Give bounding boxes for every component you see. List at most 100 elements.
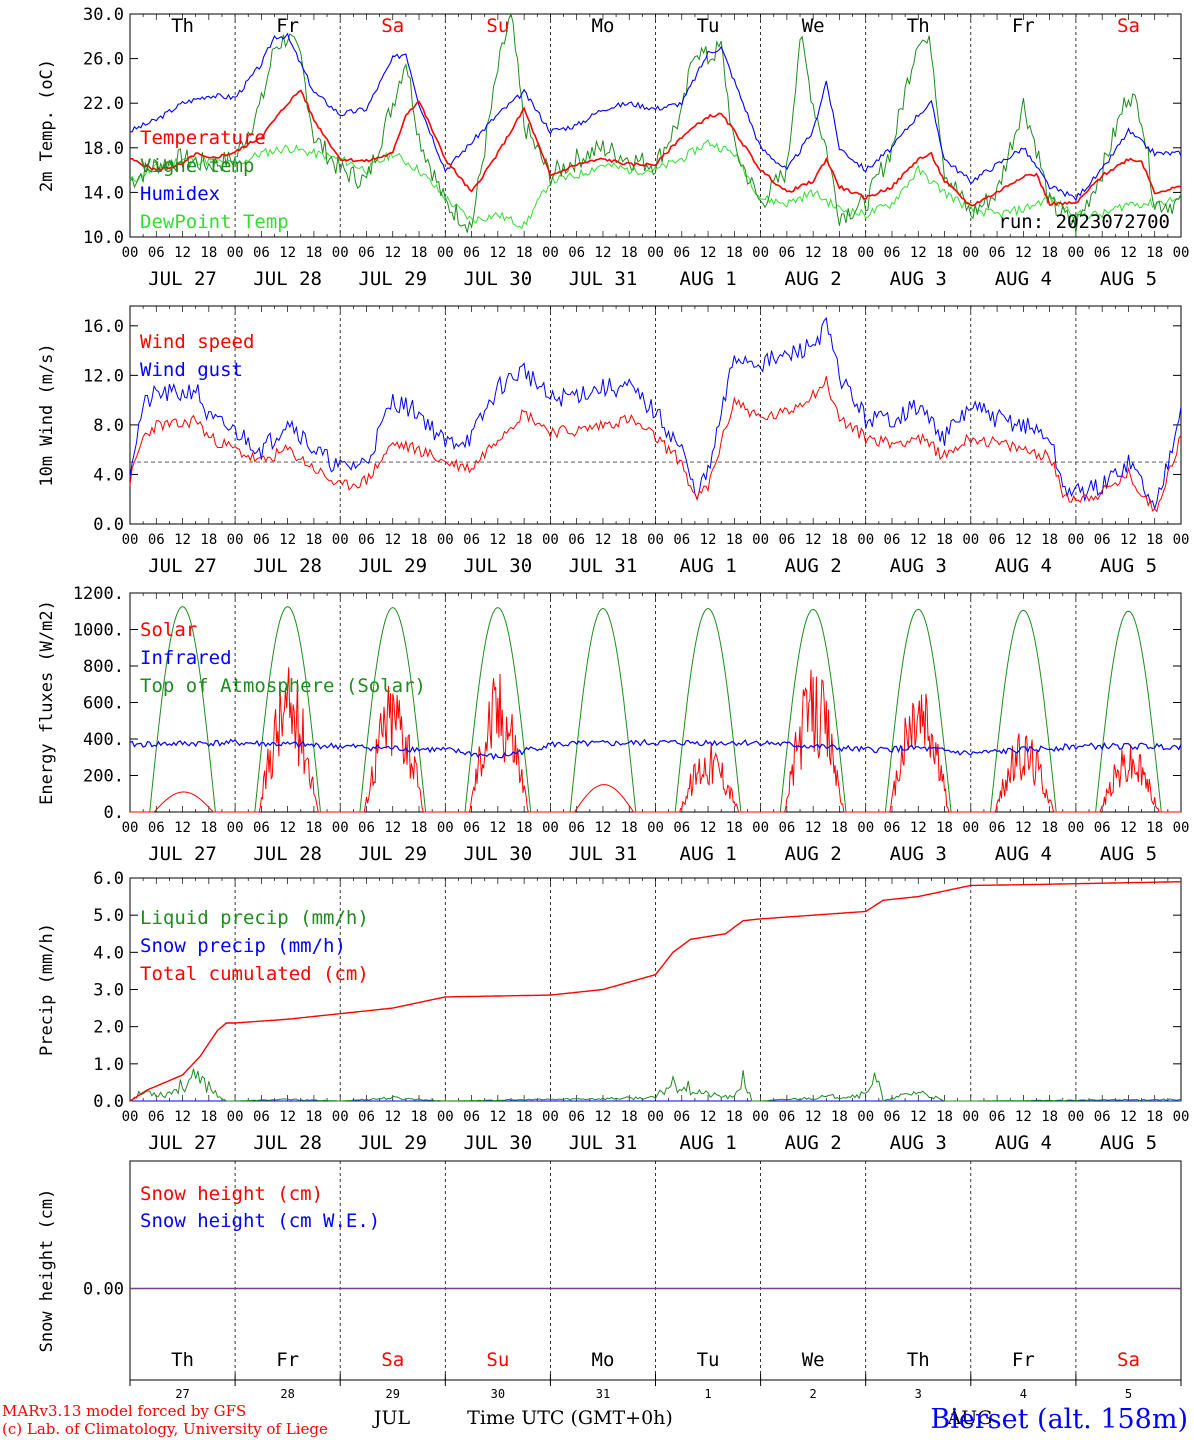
hour-tick-label: 06 (673, 245, 690, 261)
hour-tick-label: 06 (253, 532, 270, 548)
hour-tick-label: 18 (936, 1109, 953, 1125)
day-number-label: 2 (810, 1387, 817, 1401)
date-label: JUL 31 (569, 555, 638, 577)
y-axis-label: 10m Wind (m/s) (37, 343, 57, 486)
hour-tick-label: 06 (778, 245, 795, 261)
y-axis-label: Precip (mm/h) (37, 923, 57, 1056)
day-number-label: 27 (175, 1387, 189, 1401)
hour-tick-label: 18 (516, 245, 533, 261)
legend-entry: DewPoint Temp (140, 211, 289, 233)
hour-tick-label: 12 (489, 1109, 506, 1125)
hour-tick-label: 18 (411, 1109, 428, 1125)
hour-tick-label: 18 (621, 1109, 638, 1125)
hour-tick-label: 12 (1015, 1109, 1032, 1125)
hour-tick-label: 12 (174, 532, 191, 548)
hour-tick-label: 12 (700, 1109, 717, 1125)
liquid-precip-line (129, 1068, 1182, 1102)
hour-tick-label: 00 (1067, 1109, 1084, 1125)
hour-tick-label: 18 (1041, 820, 1058, 836)
hour-tick-label: 00 (542, 245, 559, 261)
legend-entry: Wind speed (140, 331, 254, 353)
hour-tick-label: 06 (778, 820, 795, 836)
hour-tick-label: 18 (936, 245, 953, 261)
hour-tick-label: 06 (148, 532, 165, 548)
hour-tick-label: 06 (148, 820, 165, 836)
y-axis-label: 2m Temp. (oC) (37, 59, 57, 192)
hour-tick-label: 12 (700, 820, 717, 836)
legend-entry: Snow height (cm) (140, 1183, 323, 1205)
weekday-label: Su (486, 15, 509, 37)
y-tick-label: 3.0 (93, 981, 124, 1001)
hour-tick-label: 06 (358, 820, 375, 836)
hour-tick-label: 06 (253, 245, 270, 261)
hour-tick-label: 18 (1146, 1109, 1163, 1125)
hour-tick-label: 18 (936, 532, 953, 548)
date-label: JUL 30 (464, 843, 533, 865)
hour-tick-label: 12 (595, 820, 612, 836)
y-tick-label: 4.0 (93, 943, 124, 963)
hour-tick-label: 06 (253, 820, 270, 836)
date-label: AUG 5 (1100, 555, 1157, 577)
hour-tick-label: 12 (384, 1109, 401, 1125)
hour-tick-label: 12 (910, 820, 927, 836)
panel-1: 10.0 14.0 18.0 22.0 26.0 30.0 2m Temp. (oC) 00 0… (37, 5, 1189, 290)
hour-tick-label: 12 (384, 532, 401, 548)
hour-tick-label: 06 (568, 820, 585, 836)
legend-entry: Liquid precip (mm/h) (140, 907, 369, 929)
hour-tick-label: 18 (411, 245, 428, 261)
weekday-label: Tu (697, 15, 720, 37)
weekday-label: Sa (381, 1349, 404, 1371)
weekday-label: Sa (1117, 1349, 1140, 1371)
hour-tick-label: 18 (305, 245, 322, 261)
hour-tick-label: 06 (673, 820, 690, 836)
hour-tick-label: 12 (805, 532, 822, 548)
weekday-label: Fr (1012, 15, 1035, 37)
wind-gust-line (129, 316, 1182, 511)
legend-entry: Vigne temp (140, 155, 254, 177)
weekday-label: Fr (276, 1349, 299, 1371)
hour-tick-label: 12 (174, 245, 191, 261)
date-label: AUG 1 (679, 555, 736, 577)
panel-3: 0. 200. 400. 600. 800. 1000. 1200. Energy fluxe… (37, 584, 1189, 865)
humidex-line (129, 32, 1182, 202)
y-tick-label: 8.0 (93, 416, 124, 436)
hour-tick-label: 00 (122, 532, 139, 548)
weekday-label: Th (171, 1349, 194, 1371)
hour-tick-label: 18 (726, 820, 743, 836)
copyright-caption: (c) Lab. of Climatology, University of L… (2, 1420, 328, 1438)
hour-tick-label: 00 (332, 245, 349, 261)
weekday-label: Sa (381, 15, 404, 37)
hour-tick-label: 12 (384, 820, 401, 836)
hour-tick-label: 18 (411, 820, 428, 836)
date-label: AUG 5 (1100, 1132, 1157, 1154)
hour-tick-label: 00 (857, 1109, 874, 1125)
date-label: AUG 1 (679, 268, 736, 290)
month-label: JUL (372, 1407, 411, 1429)
hour-tick-label: 12 (805, 820, 822, 836)
hour-tick-label: 06 (673, 1109, 690, 1125)
date-label: JUL 30 (464, 555, 533, 577)
hour-tick-label: 00 (1067, 532, 1084, 548)
y-tick-label: 12.0 (83, 366, 124, 386)
model-caption: MARv3.13 model forced by GFS (2, 1402, 246, 1420)
hour-tick-label: 06 (884, 245, 901, 261)
hour-tick-label: 18 (726, 532, 743, 548)
hour-tick-label: 00 (437, 1109, 454, 1125)
hour-tick-label: 06 (989, 1109, 1006, 1125)
hour-tick-label: 12 (910, 532, 927, 548)
panel-4: 0.0 1.0 2.0 3.0 4.0 5.0 6.0 Precip (mm/h) 00 06 12… (37, 869, 1189, 1154)
hour-tick-label: 06 (884, 1109, 901, 1125)
y-tick-label: 1200. (73, 584, 124, 604)
hour-tick-label: 00 (227, 245, 244, 261)
hour-tick-label: 18 (305, 532, 322, 548)
date-label: AUG 3 (890, 1132, 947, 1154)
y-tick-label: 0.0 (93, 515, 124, 535)
hour-tick-label: 18 (516, 820, 533, 836)
hour-tick-label: 18 (200, 820, 217, 836)
y-axis-label: Energy fluxes (W/m2) (37, 600, 57, 805)
day-number-label: 29 (386, 1387, 400, 1401)
legend-entry: Snow precip (mm/h) (140, 935, 346, 957)
hour-tick-label: 12 (1120, 532, 1137, 548)
hour-tick-label: 18 (1041, 1109, 1058, 1125)
y-tick-label: 0. (104, 803, 124, 823)
